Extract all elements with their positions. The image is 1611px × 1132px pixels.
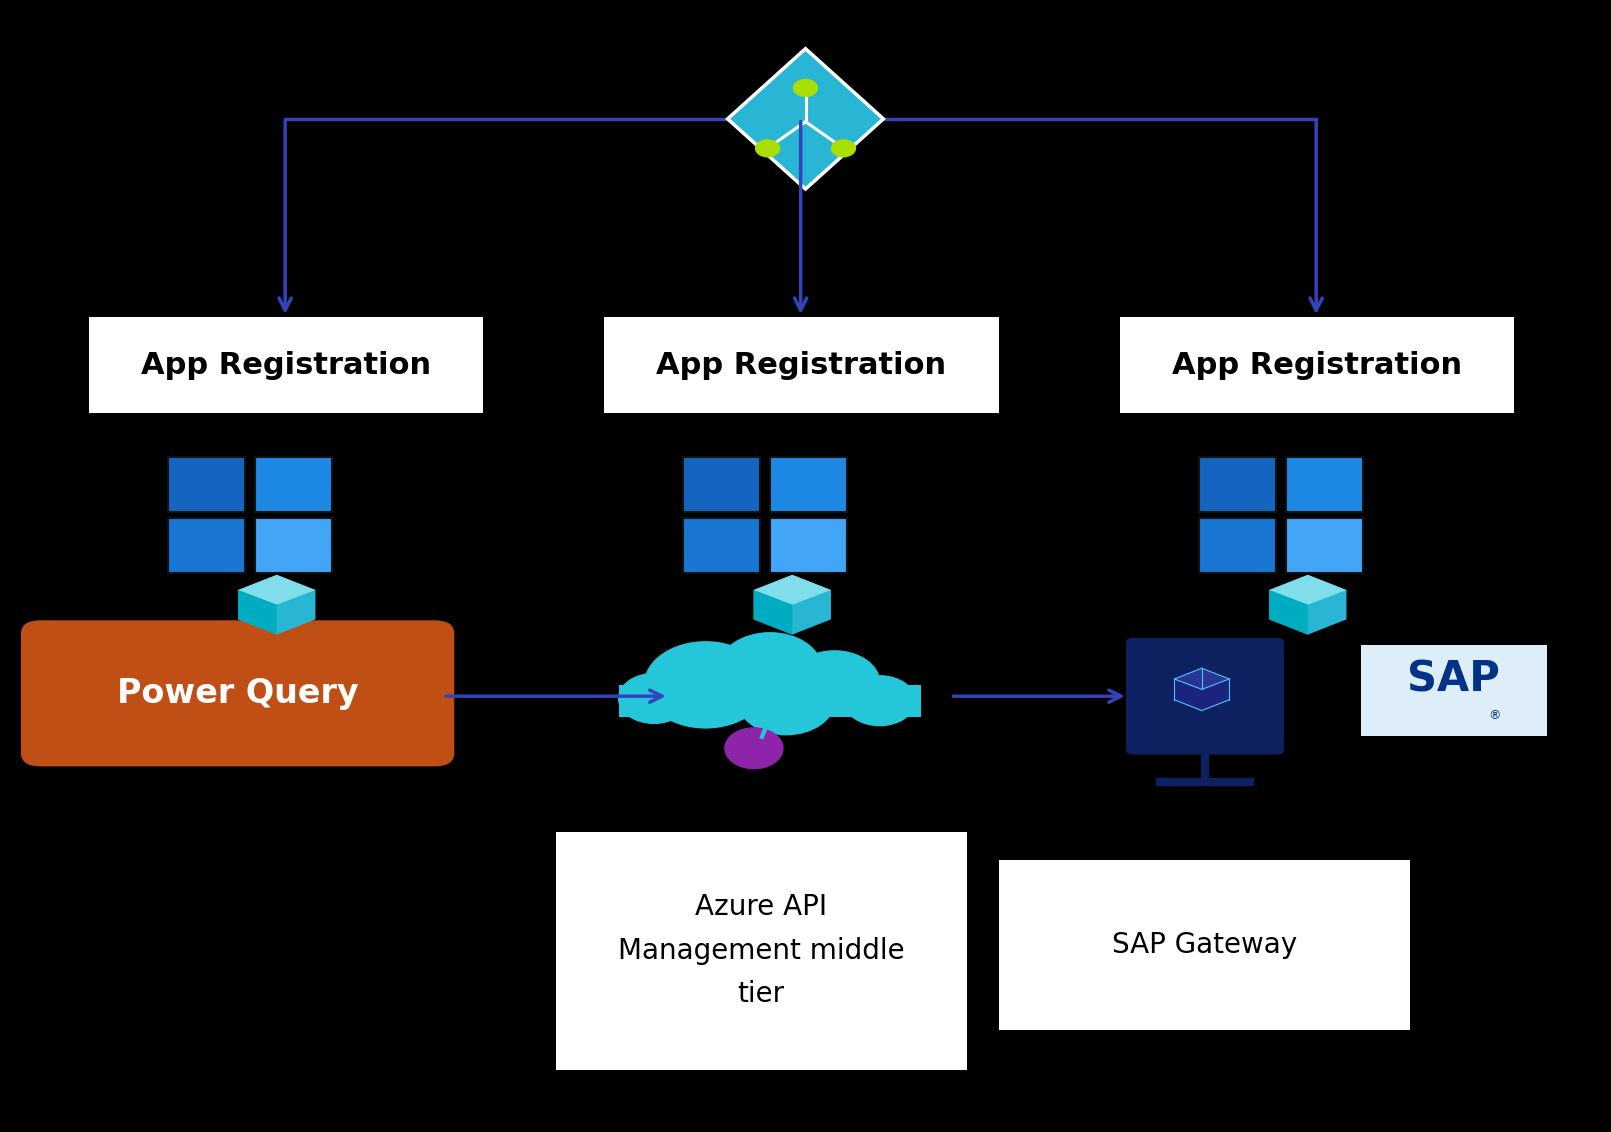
Bar bbox=[770, 457, 847, 512]
FancyBboxPatch shape bbox=[999, 860, 1410, 1030]
Polygon shape bbox=[1174, 668, 1229, 711]
Circle shape bbox=[644, 642, 767, 728]
Circle shape bbox=[725, 728, 783, 769]
FancyBboxPatch shape bbox=[89, 317, 483, 413]
Polygon shape bbox=[238, 575, 316, 635]
Bar bbox=[683, 518, 760, 573]
FancyBboxPatch shape bbox=[21, 620, 454, 766]
Polygon shape bbox=[1269, 590, 1308, 635]
FancyBboxPatch shape bbox=[1126, 638, 1284, 754]
FancyBboxPatch shape bbox=[1361, 645, 1547, 736]
FancyBboxPatch shape bbox=[1120, 317, 1514, 413]
Bar bbox=[619, 685, 921, 717]
Circle shape bbox=[831, 140, 855, 156]
Bar bbox=[1199, 457, 1276, 512]
Bar bbox=[1286, 518, 1363, 573]
Text: App Registration: App Registration bbox=[656, 351, 947, 379]
Circle shape bbox=[719, 633, 822, 705]
Text: ®: ® bbox=[1489, 710, 1501, 722]
Polygon shape bbox=[238, 575, 316, 604]
Circle shape bbox=[794, 79, 817, 96]
Text: App Registration: App Registration bbox=[140, 351, 432, 379]
Bar bbox=[1286, 457, 1363, 512]
Circle shape bbox=[756, 140, 780, 156]
Polygon shape bbox=[1269, 575, 1347, 604]
Polygon shape bbox=[728, 49, 883, 189]
Bar bbox=[255, 457, 332, 512]
Bar bbox=[683, 457, 760, 512]
Polygon shape bbox=[754, 575, 831, 635]
FancyBboxPatch shape bbox=[604, 317, 999, 413]
Circle shape bbox=[738, 667, 834, 735]
Text: SAP Gateway: SAP Gateway bbox=[1112, 932, 1297, 959]
Bar bbox=[770, 518, 847, 573]
Text: Azure API
Management middle
tier: Azure API Management middle tier bbox=[619, 893, 904, 1009]
Bar bbox=[168, 518, 245, 573]
Polygon shape bbox=[754, 590, 793, 635]
Circle shape bbox=[789, 651, 880, 714]
Polygon shape bbox=[1269, 575, 1347, 635]
Circle shape bbox=[844, 676, 915, 726]
Text: Power Query: Power Query bbox=[118, 677, 358, 710]
Text: App Registration: App Registration bbox=[1171, 351, 1463, 379]
FancyBboxPatch shape bbox=[556, 832, 967, 1070]
Bar bbox=[1199, 518, 1276, 573]
Circle shape bbox=[619, 674, 690, 723]
Bar bbox=[168, 457, 245, 512]
Polygon shape bbox=[754, 575, 831, 604]
Bar bbox=[255, 518, 332, 573]
Text: SAP: SAP bbox=[1408, 659, 1500, 701]
Polygon shape bbox=[238, 590, 277, 635]
Polygon shape bbox=[1174, 668, 1229, 689]
